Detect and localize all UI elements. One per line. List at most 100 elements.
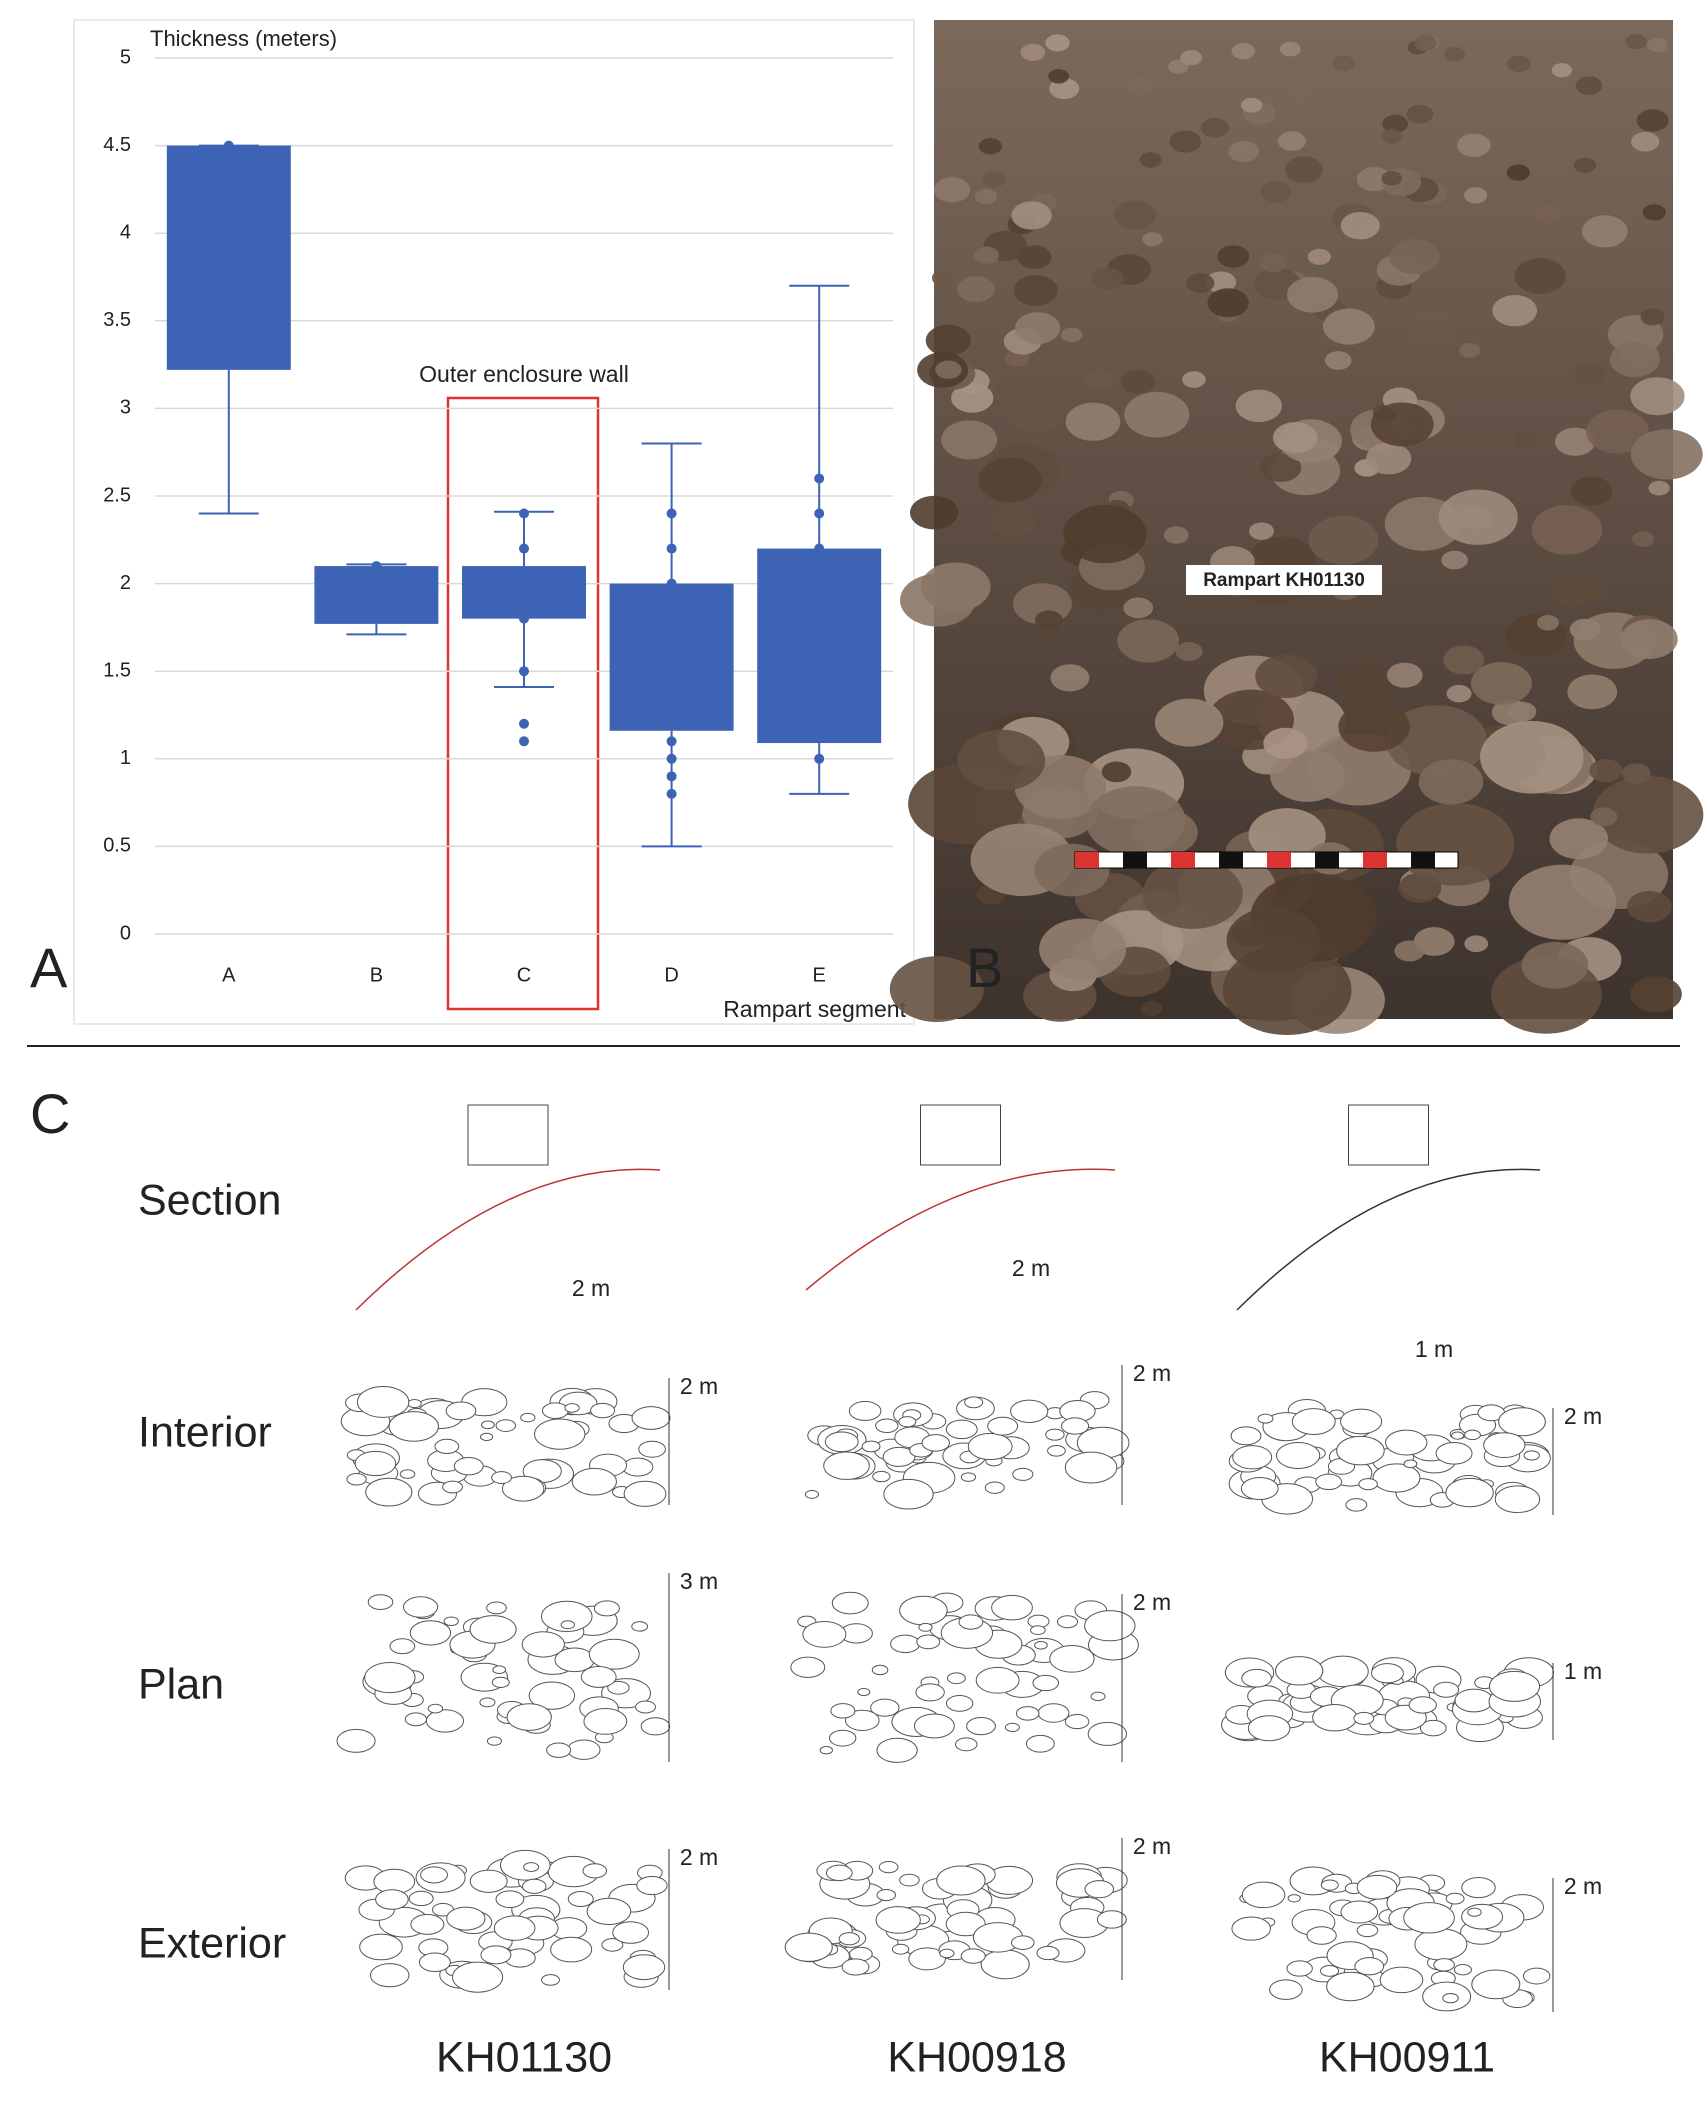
rock [1004, 391, 1065, 433]
stone-sketch [960, 1472, 977, 1482]
rock [1084, 369, 1114, 390]
rock [1163, 526, 1189, 544]
rock [1531, 505, 1603, 555]
rock [1514, 258, 1566, 294]
scale-bar-segment [1267, 852, 1291, 868]
stone-sketch [492, 1665, 507, 1675]
rock [1418, 759, 1484, 805]
point [519, 543, 529, 554]
stone-sketch [861, 1440, 881, 1453]
stone-sketch [830, 1703, 856, 1719]
stone-sketch [1379, 1966, 1424, 1994]
stone-sketch [875, 1418, 899, 1433]
stone-sketch [1315, 1473, 1343, 1491]
stone-sketch [975, 1666, 1020, 1694]
stone-sketch [336, 1728, 376, 1753]
stone-sketch [1247, 1715, 1291, 1742]
stone-sketch [1467, 1907, 1482, 1917]
rock [1567, 674, 1618, 710]
stone-sketch [1408, 1696, 1437, 1714]
scale-label: 2 m [680, 1844, 718, 1870]
stone-sketch [1287, 1894, 1301, 1903]
scale-label: 1 m [1415, 1336, 1453, 1362]
stone-sketch [1034, 1640, 1048, 1650]
scale-label: 2 m [572, 1275, 610, 1301]
stone-sketch [838, 1932, 860, 1946]
rock [1323, 308, 1375, 345]
stone-sketch [1025, 1734, 1055, 1753]
y-tick-label: 4.5 [103, 134, 131, 156]
stone-sketch [446, 1906, 486, 1931]
rock [982, 171, 1006, 188]
stone-sketch [434, 1438, 460, 1455]
stone-sketch [1403, 1459, 1418, 1469]
rock [1217, 245, 1250, 268]
rock [1550, 578, 1592, 607]
rock [1631, 531, 1655, 547]
rock [1338, 701, 1410, 752]
y-tick-label: 5 [120, 46, 131, 68]
rock [1414, 35, 1437, 51]
rock [889, 956, 984, 1022]
rock [1506, 164, 1530, 181]
rock [1168, 59, 1189, 74]
rock [1120, 369, 1156, 395]
rock [990, 505, 1037, 538]
stone-sketch [1257, 1413, 1274, 1424]
rock [1260, 453, 1302, 483]
stone-sketch [491, 1471, 512, 1484]
rock [1441, 550, 1468, 570]
rock [1065, 402, 1121, 441]
rock [1039, 918, 1127, 980]
rock [1231, 42, 1256, 60]
stone-sketch [1353, 1711, 1375, 1725]
rock [1277, 131, 1306, 151]
stone-sketch [1488, 1670, 1541, 1702]
stone-sketch [1326, 1971, 1375, 2002]
stone-sketch [939, 1948, 955, 1959]
panel-label: A [30, 936, 68, 999]
rock [1464, 935, 1489, 953]
rock [1248, 808, 1326, 863]
stone-sketch [1061, 1417, 1090, 1435]
stone-sketch [936, 1865, 986, 1896]
rock [1279, 41, 1301, 57]
stone-sketch [631, 1406, 671, 1430]
rock [1647, 37, 1668, 53]
stone-sketch [1371, 1663, 1404, 1684]
rock [1063, 504, 1147, 564]
scale-bar-segment [1315, 852, 1339, 868]
rock [1050, 664, 1090, 692]
stone-sketch [427, 1703, 444, 1714]
stone-sketch [848, 1400, 882, 1421]
rock [1381, 171, 1403, 186]
rock [1620, 619, 1678, 659]
section-wall [920, 1104, 1001, 1166]
rock [1048, 69, 1070, 84]
stone-sketch [1445, 1892, 1465, 1905]
y-tick-label: 3.5 [103, 309, 131, 331]
scale-bar-segment [1219, 852, 1243, 868]
rock [1255, 654, 1318, 699]
stone-sketch [388, 1411, 439, 1442]
point [666, 543, 677, 554]
stone-sketch [872, 1470, 891, 1483]
rock [1186, 273, 1215, 293]
stone-sketch [479, 1432, 494, 1442]
scale-label: 1 m [1564, 1658, 1602, 1684]
row-label: Exterior [138, 1919, 286, 1967]
stone-sketch [784, 1932, 833, 1962]
rock [1554, 427, 1596, 456]
stone-sketch [1454, 1688, 1494, 1713]
stone-sketch [586, 1897, 632, 1925]
stone-sketch [622, 1457, 654, 1477]
stone-sketch [945, 1911, 986, 1937]
stone-sketch [1522, 1967, 1551, 1985]
rock [1332, 55, 1356, 72]
stone-sketch [1345, 1498, 1368, 1512]
stone-sketch [1240, 1476, 1279, 1501]
stone-sketch [1045, 1428, 1065, 1441]
rock [1249, 522, 1275, 540]
stone-sketch [1047, 1444, 1066, 1457]
